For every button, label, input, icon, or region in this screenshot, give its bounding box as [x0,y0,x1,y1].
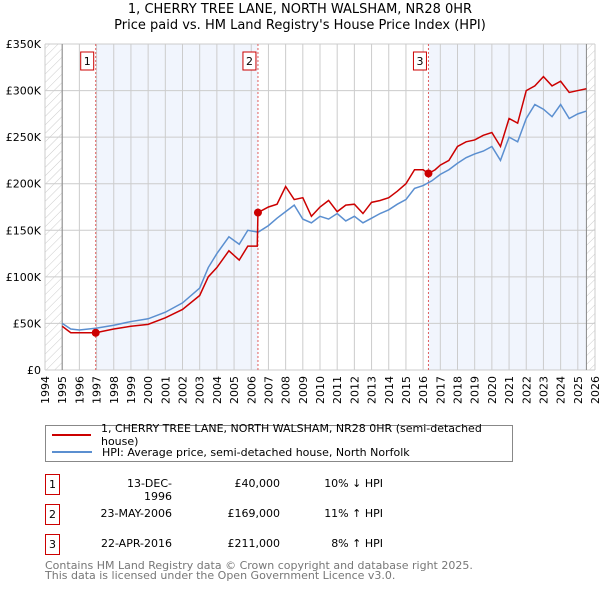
x-tick-label: 2002 [177,376,190,404]
y-tick-label: £150K [6,224,42,237]
sale-label: 1 [84,55,91,68]
hpi-line [61,103,587,331]
x-tick-label: 2026 [589,376,600,404]
sale-price: £40,000 [234,477,281,490]
sale-label: 3 [416,55,423,68]
x-tick-label: 2024 [555,376,568,404]
y-tick-label: £300K [6,85,42,98]
x-tick-label: 2016 [417,376,430,404]
x-tick-label: 2020 [486,376,499,404]
y-tick-label: £200K [6,178,42,191]
y-tick-label: £250K [6,131,42,144]
x-tick-label: 2010 [314,376,327,404]
legend-swatch-blue [52,451,92,453]
x-tick-label: 2017 [434,376,447,404]
plot-area: 1994 1995 1996 1997 1998 1999 2000 2001 2002 2003… [6,38,600,404]
sale-date: 23-MAY-2006 [100,507,172,520]
x-tick-label: 2012 [348,376,361,404]
sale-label: 2 [246,55,253,68]
sale-date: 22-APR-2016 [100,537,172,550]
sale-point [424,169,433,178]
sale-price: £169,000 [227,507,281,520]
price-paid-line [61,75,587,334]
x-tick-label: 2007 [262,376,275,404]
x-tick-label: 2000 [142,376,155,404]
legend-label: HPI: Average price, semi-detached house,… [102,445,410,459]
sale-label-box [412,51,427,71]
x-tick-label: 1999 [125,376,138,404]
x-tick-label: 2014 [383,376,396,404]
x-tick-label: 2021 [503,376,516,404]
x-tick-label: 2025 [572,376,585,404]
transaction-row: 2 23-MAY-2006 £169,000 11% ↑ HPI [45,504,445,526]
sale-marker: 1 [45,474,60,495]
x-tick-label: 2023 [537,376,550,404]
y-tick-label: £350K [6,38,42,51]
legend: 1, CHERRY TREE LANE, NORTH WALSHAM, NR28… [45,422,513,462]
x-tick-label: 2006 [245,376,258,404]
sale-hpi-diff: 11% ↑ HPI [324,507,383,520]
legend-item-hpi: HPI: Average price, semi-detached house,… [46,444,410,460]
x-tick-label: 2022 [520,376,533,404]
y-tick-label: £100K [6,271,42,284]
x-tick-label: 2018 [452,376,465,404]
legend-swatch-red [52,434,91,436]
x-tick-label: 1995 [56,376,69,404]
sale-marker: 2 [45,504,60,525]
no-data-hatch [45,44,63,370]
x-tick-label: 2008 [280,376,293,404]
sale-date: 13-DEC-1996 [126,477,172,503]
sale-point [253,208,262,217]
sale-hpi-diff: 10% ↓ HPI [324,477,383,490]
chart-subtitle: Price paid vs. HM Land Registry's House … [114,18,486,33]
legend-label: 1, CHERRY TREE LANE, NORTH WALSHAM, NR28… [100,422,482,448]
x-tick-label: 2003 [194,376,207,404]
x-tick-label: 1998 [108,376,121,404]
x-tick-label: 2019 [469,376,482,404]
transaction-row: 3 22-APR-2016 £211,000 8% ↑ HPI [45,534,445,556]
shaded-period [428,44,587,370]
shaded-period [95,44,258,370]
chart-title: 1, CHERRY TREE LANE, NORTH WALSHAM, NR28… [127,2,473,17]
x-tick-label: 1997 [91,376,104,404]
x-tick-label: 1996 [73,376,86,404]
x-tick-label: 2013 [366,376,379,404]
footer-licence: This data is licensed under the Open Gov… [45,569,396,582]
x-tick-label: 2004 [211,376,224,404]
footer-copyright: Contains HM Land Registry data © Crown c… [45,559,473,572]
sale-marker: 3 [45,534,60,555]
y-tick-label: £50K [13,317,42,330]
legend-item-property: 1, CHERRY TREE LANE, NORTH WALSHAM, NR28… [46,422,512,448]
transaction-row: 1 13-DEC-1996 £40,000 10% ↓ HPI [45,474,445,503]
x-tick-label: 2009 [297,376,310,404]
no-data-hatch [586,44,595,370]
sale-label-box [242,51,257,71]
x-tick-label: 2015 [400,376,413,404]
sale-label-box [80,51,95,71]
sale-price: £211,000 [227,537,281,550]
x-tick-label: 1994 [39,376,52,404]
sale-hpi-diff: 8% ↑ HPI [331,537,383,550]
x-tick-label: 2011 [331,376,344,404]
sale-point [91,328,100,337]
x-tick-label: 2005 [228,376,241,404]
x-tick-label: 2001 [159,376,172,404]
y-tick-label: £0 [27,364,41,377]
